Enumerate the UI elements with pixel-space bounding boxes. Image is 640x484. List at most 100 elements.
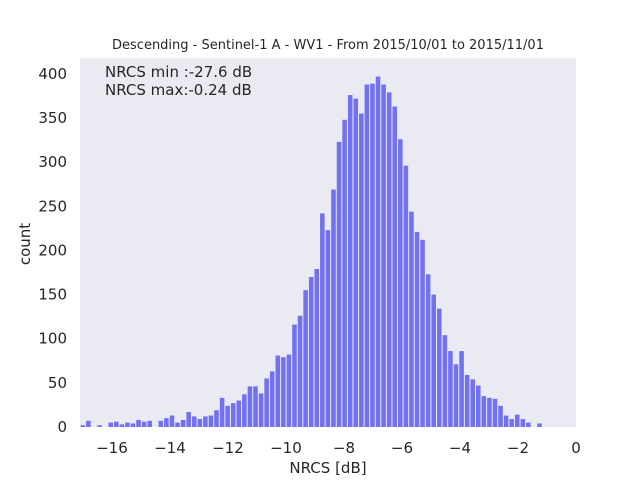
histogram-bar	[308, 276, 314, 427]
y-tick-label: 300	[38, 153, 67, 171]
histogram-bar	[481, 396, 487, 427]
histogram-bar	[147, 420, 152, 427]
histogram-bar	[297, 315, 303, 427]
y-tick-label: 50	[48, 374, 67, 392]
histogram-bar	[331, 189, 336, 427]
histogram-bar	[242, 394, 247, 427]
histogram-bar	[180, 419, 186, 427]
histogram-bar	[225, 405, 230, 427]
histogram-bar	[431, 294, 437, 427]
histogram-bar	[97, 425, 102, 427]
histogram-bar	[208, 415, 214, 427]
histogram-bar	[381, 84, 386, 428]
histogram-bar	[398, 139, 403, 427]
histogram-bar	[186, 411, 191, 427]
y-axis-label: count	[16, 223, 34, 265]
x-tick-label: −6	[391, 439, 413, 457]
histogram-bar	[203, 416, 208, 427]
histogram-bar	[459, 351, 464, 427]
y-tick-label: 400	[38, 65, 67, 83]
histogram-bar	[425, 274, 431, 427]
histogram-bar	[191, 416, 197, 427]
histogram-bar	[498, 405, 503, 427]
histogram-bar	[219, 397, 225, 427]
histogram-bar	[464, 374, 470, 427]
histogram-bar	[492, 398, 498, 427]
histogram-bar	[169, 415, 175, 427]
histogram-bar	[520, 419, 526, 427]
histogram-bar	[320, 213, 325, 427]
histogram-bar	[470, 379, 475, 427]
histogram-bar	[359, 113, 364, 427]
histogram-bar	[503, 415, 509, 427]
histogram-bar	[197, 419, 203, 427]
histogram-bar	[409, 211, 414, 427]
histogram-bar	[158, 420, 164, 427]
histogram-bar	[214, 410, 219, 427]
histogram-bar	[286, 354, 292, 427]
x-axis-label: NRCS [dB]	[289, 459, 366, 477]
histogram-bar	[414, 231, 420, 427]
histogram-bar	[113, 421, 119, 427]
histogram-bar	[253, 386, 258, 427]
x-tick-label: −12	[212, 439, 244, 457]
histogram-bar	[342, 119, 347, 428]
histogram-bar	[448, 351, 453, 427]
histogram-bar	[86, 420, 91, 427]
histogram-bar	[80, 425, 86, 427]
histogram-bar	[125, 422, 130, 427]
y-tick-label: 350	[38, 109, 67, 127]
histogram-bar	[487, 397, 492, 427]
histogram-bar	[453, 364, 459, 427]
histogram-bar	[364, 84, 370, 428]
histogram-bar	[258, 393, 264, 427]
bars-group	[80, 76, 542, 428]
x-axis-ticks: −16 −14 −12 −10 −8 −6 −4 −2 0	[96, 439, 581, 457]
histogram-bar	[514, 414, 520, 427]
histogram-bar	[347, 95, 353, 428]
y-tick-label: 100	[38, 330, 67, 348]
histogram-bar	[269, 371, 275, 427]
x-tick-label: −2	[507, 439, 529, 457]
y-tick-label: 0	[57, 418, 67, 436]
histogram-bar	[264, 378, 269, 427]
chart-title: Descending - Sentinel-1 A - WV1 - From 2…	[112, 38, 544, 53]
histogram-bar	[526, 422, 531, 427]
x-tick-label: −4	[449, 439, 471, 457]
histogram-bar	[509, 419, 514, 427]
histogram-bar	[303, 290, 308, 427]
annotation-nrcs-max: NRCS max:-0.24 dB	[105, 81, 252, 99]
histogram-bar	[353, 98, 359, 427]
histogram-bar	[292, 324, 297, 427]
histogram-bar	[230, 403, 236, 427]
histogram-bar	[275, 355, 281, 427]
y-axis-ticks: 0 50 100 150 200 250 300 350 400	[38, 65, 67, 436]
histogram-bar	[236, 400, 242, 427]
y-tick-label: 250	[38, 197, 67, 215]
y-tick-label: 150	[38, 286, 67, 304]
histogram-bar	[175, 422, 180, 427]
histogram-bar	[375, 76, 381, 428]
histogram-bar	[403, 165, 409, 428]
histogram-bar	[325, 230, 331, 427]
histogram-bar	[314, 268, 320, 427]
x-tick-label: −14	[154, 439, 186, 457]
histogram-bar	[130, 423, 136, 427]
histogram-bar	[164, 418, 169, 427]
x-tick-label: −8	[333, 439, 355, 457]
annotation-nrcs-min: NRCS min :-27.6 dB	[105, 63, 252, 81]
histogram-bar	[392, 106, 398, 427]
histogram-bar	[537, 423, 542, 427]
histogram-bar	[475, 385, 481, 427]
histogram-bar	[281, 357, 286, 427]
histogram-bar	[141, 421, 147, 427]
histogram-bar	[420, 239, 425, 427]
histogram-bar	[108, 422, 113, 427]
histogram-bar	[136, 419, 141, 427]
x-tick-label: −16	[96, 439, 128, 457]
histogram-bar	[119, 424, 125, 427]
x-tick-label: 0	[571, 439, 581, 457]
histogram-bar	[370, 83, 375, 428]
